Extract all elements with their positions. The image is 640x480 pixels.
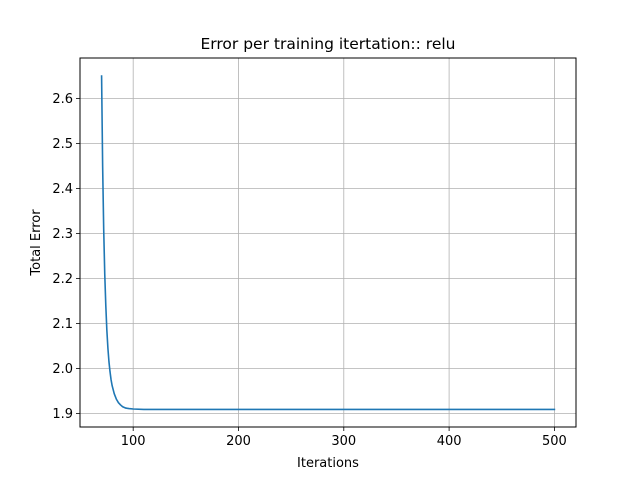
y-tick-label: 2.0 [52, 362, 73, 377]
chart-title: Error per training itertation:: relu [201, 35, 456, 53]
series-line [100, 75, 556, 411]
grid [80, 58, 576, 427]
y-tick-label: 2.6 [52, 92, 73, 107]
y-tick-label: 2.5 [52, 137, 73, 152]
plot-area [100, 75, 556, 411]
ticks: 100 200 300 400 500 1.9 2.0 2.1 2.2 2.3 2.4 2.5 2.6 [52, 92, 567, 449]
x-axis-label: Iterations [297, 456, 359, 471]
x-tick-label: 500 [542, 434, 567, 449]
x-tick-label: 400 [437, 434, 462, 449]
y-tick-label: 2.2 [52, 272, 73, 287]
axes-frame [79, 57, 577, 428]
y-tick-label: 2.1 [52, 317, 73, 332]
x-tick-label: 200 [226, 434, 251, 449]
x-tick-label: 100 [121, 434, 146, 449]
y-tick-label: 2.3 [52, 227, 73, 242]
y-tick-label: 1.9 [52, 407, 73, 422]
y-tick-label: 2.4 [52, 182, 73, 197]
y-axis-label: Total Error [29, 209, 44, 277]
x-tick-label: 300 [331, 434, 356, 449]
